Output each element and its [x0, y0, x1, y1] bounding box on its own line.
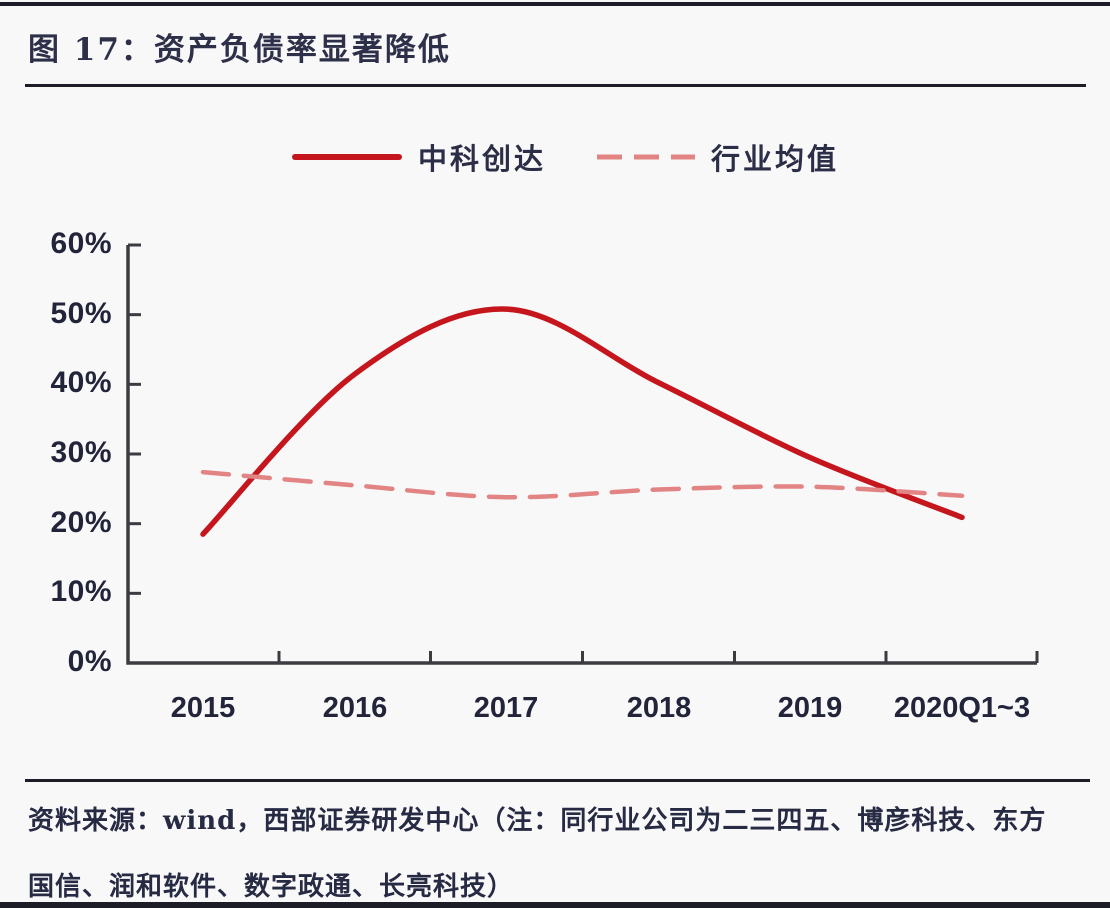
legend-label-zhongkechuangda: 中科创达 — [418, 142, 547, 176]
source-note-line2: 国信、润和软件、数字政通、长亮科技） — [28, 872, 515, 902]
x-axis-label-2019: 2019 — [777, 692, 843, 724]
y-axis-label-60%: 60% — [50, 227, 112, 260]
y-axis-label-50%: 50% — [50, 296, 112, 330]
legend-item-industry-average: 行业均值 — [597, 136, 839, 178]
title-divider-rule — [25, 84, 1086, 87]
x-axis-label-2017: 2017 — [473, 692, 539, 724]
x-axis-label-2020Q1~3: 2020Q1~3 — [893, 692, 1031, 724]
solid-line-swatch-icon — [292, 152, 402, 162]
top-border-rule — [0, 2, 1110, 6]
y-axis-label-30%: 30% — [50, 436, 112, 469]
bottom-border-rule — [0, 902, 1110, 908]
y-axis-label-20%: 20% — [50, 505, 112, 539]
legend-item-zhongkechuangda: 中科创达 — [292, 136, 546, 178]
source-note-line1: 资料来源：wind，西部证券研发中心（注：同行业公司为二三四五、博彦科技、东方 — [28, 806, 1047, 836]
y-axis-label-10%: 10% — [50, 575, 112, 609]
series-line-0 — [200, 306, 965, 537]
chart-legend: 中科创达 行业均值 — [0, 136, 1110, 176]
axis-lines — [126, 245, 1037, 665]
line-chart-plot — [126, 243, 1039, 665]
y-axis-label-40%: 40% — [50, 366, 112, 400]
x-axis-label-2018: 2018 — [626, 692, 692, 724]
series-line-1 — [200, 469, 965, 500]
source-divider-rule — [25, 779, 1090, 782]
figure-title: 图 17：资产负债率显著降低 — [28, 32, 451, 68]
dashed-line-swatch-icon — [597, 152, 695, 162]
x-axis-label-2016: 2016 — [322, 692, 388, 724]
x-axis-label-2015: 2015 — [170, 692, 236, 724]
y-axis-label-0%: 0% — [67, 645, 112, 678]
legend-label-industry-average: 行业均值 — [711, 142, 840, 176]
